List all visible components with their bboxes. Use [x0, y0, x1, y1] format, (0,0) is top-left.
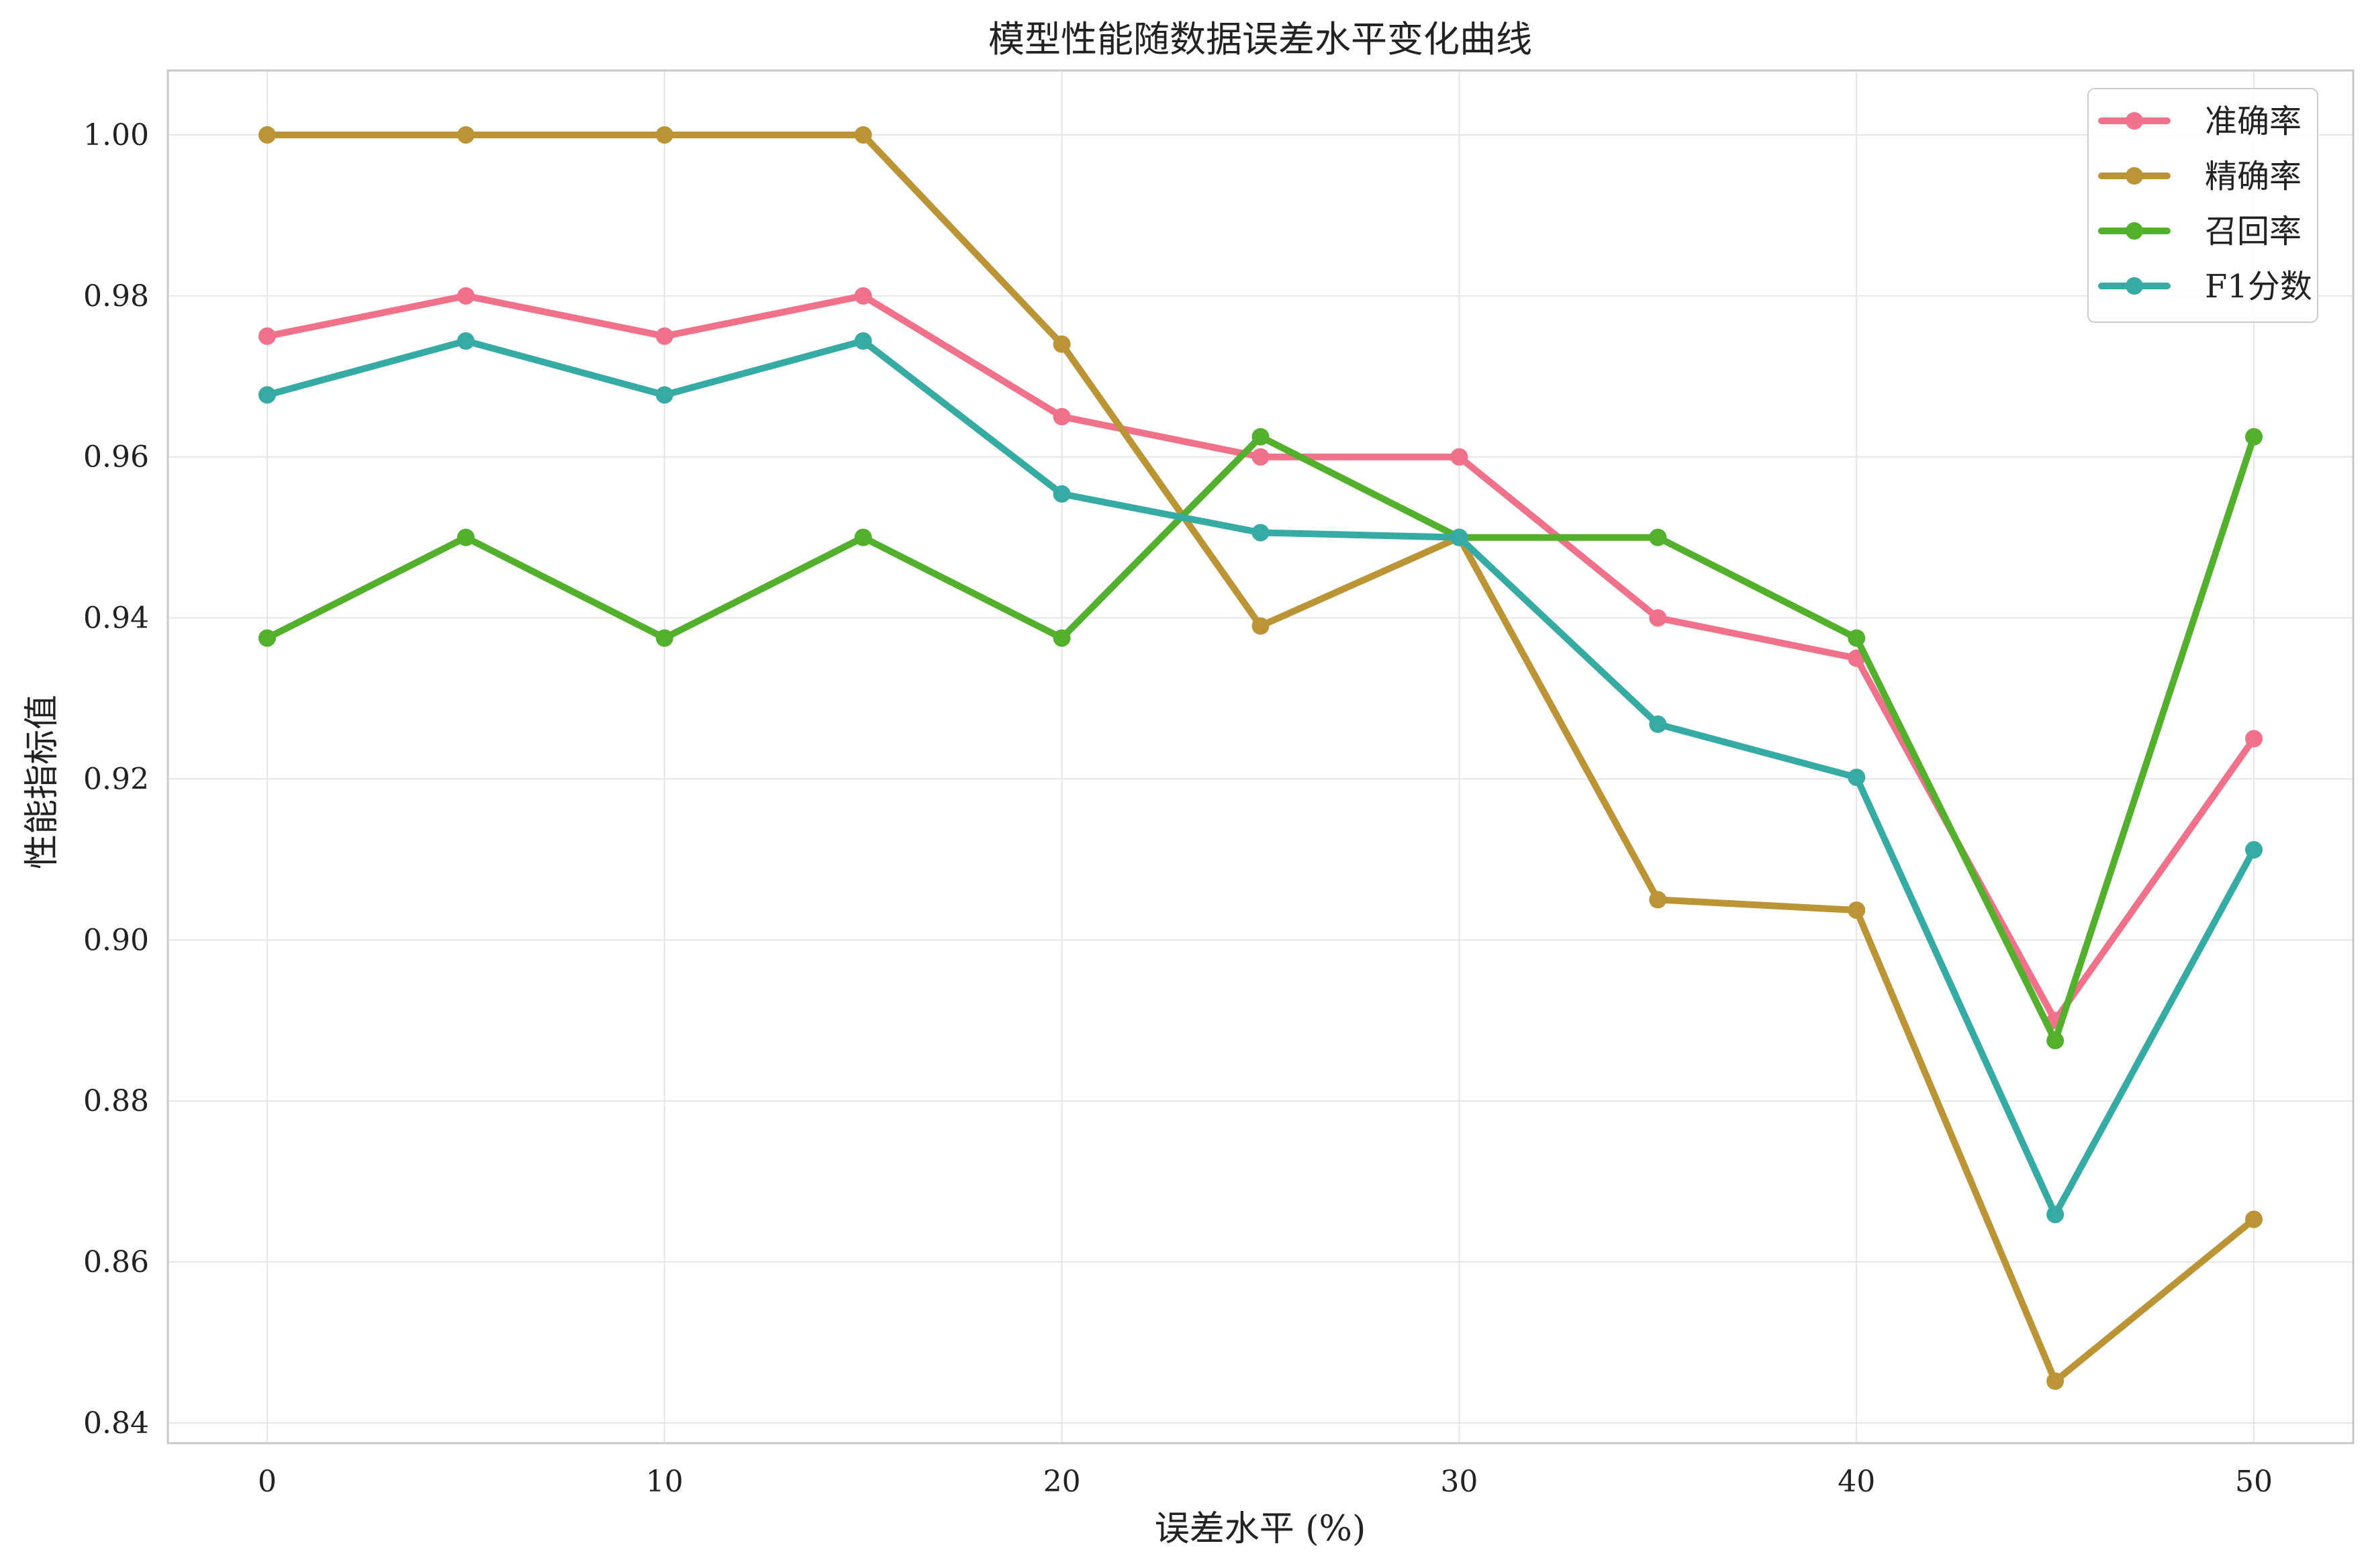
data-point: [2046, 1032, 2065, 1050]
data-point: [457, 528, 475, 546]
plot-frame: [167, 69, 2355, 1444]
y-tick-label: 0.94: [83, 601, 149, 636]
y-tick-label: 0.88: [83, 1084, 149, 1118]
legend-swatch-marker: [2126, 112, 2143, 130]
chart-title: 模型性能随数据误差水平变化曲线: [988, 18, 1532, 60]
data-point: [854, 126, 872, 144]
legend-label: 召回率: [2205, 213, 2302, 250]
series-4: [258, 332, 2263, 1224]
y-tick-label: 0.86: [83, 1245, 149, 1279]
data-point: [1251, 617, 1270, 635]
data-point: [1649, 528, 1667, 546]
data-point: [258, 629, 276, 647]
data-point: [1450, 528, 1468, 546]
data-point: [1251, 448, 1270, 466]
data-point: [457, 287, 475, 305]
y-tick-label: 0.96: [83, 440, 149, 475]
data-point: [655, 126, 673, 144]
data-point: [2245, 841, 2263, 859]
data-point: [2245, 730, 2263, 748]
legend-label: F1分数: [2205, 268, 2312, 305]
x-tick-label: 20: [1043, 1465, 1081, 1499]
data-point: [457, 126, 475, 144]
data-point: [1848, 901, 1866, 919]
legend-label: 准确率: [2205, 103, 2302, 140]
data-point: [1053, 335, 1071, 353]
data-point: [1649, 609, 1667, 627]
y-tick-label: 0.84: [83, 1406, 149, 1440]
legend-item: 精确率: [2098, 158, 2302, 195]
data-point: [2245, 428, 2263, 446]
x-axis-label: 误差水平 (%): [1155, 1509, 1366, 1549]
data-point: [854, 332, 872, 350]
data-point: [457, 332, 475, 350]
data-point: [655, 327, 673, 345]
x-tick-label: 10: [646, 1465, 683, 1499]
y-tick-label: 1.00: [83, 118, 149, 152]
legend-swatch-marker: [2126, 167, 2143, 185]
data-point: [1450, 448, 1468, 466]
data-point: [655, 386, 673, 404]
data-point: [854, 287, 872, 305]
data-point: [1649, 891, 1667, 909]
x-tick-label: 0: [258, 1465, 277, 1499]
series-3: [258, 428, 2263, 1050]
legend-item: 召回率: [2098, 213, 2302, 250]
data-point: [655, 629, 673, 647]
legend-item: 准确率: [2098, 103, 2302, 140]
ticks: 0.84 0.86 0.88 0.90 0.92 0.94 0.96 0.98 1.00 0 10 2…: [83, 118, 2273, 1499]
legend-label: 精确率: [2205, 158, 2302, 195]
y-axis-label: 性能指标值: [22, 695, 62, 869]
data-point: [1251, 428, 1270, 446]
y-tick-label: 0.98: [83, 279, 149, 313]
x-tick-label: 40: [1838, 1465, 1875, 1499]
x-tick-label: 50: [2235, 1465, 2273, 1499]
data-point: [1649, 715, 1667, 733]
legend-swatch-marker: [2126, 222, 2143, 240]
data-point: [258, 126, 276, 144]
y-tick-label: 0.90: [83, 923, 149, 957]
data-point: [1848, 629, 1866, 647]
data-point: [1053, 407, 1071, 426]
x-tick-label: 30: [1440, 1465, 1478, 1499]
data-point: [2046, 1206, 2065, 1224]
legend-box: [2087, 88, 2318, 323]
legend-swatch-marker: [2126, 277, 2143, 295]
data-point: [1848, 769, 1866, 787]
series-group: [258, 126, 2263, 1390]
data-point: [258, 386, 276, 404]
data-point: [258, 327, 276, 345]
data-point: [2245, 1210, 2263, 1228]
data-point: [854, 528, 872, 546]
legend-item: F1分数: [2098, 268, 2312, 305]
data-point: [1053, 485, 1071, 503]
data-point: [1053, 629, 1071, 647]
data-point: [2046, 1372, 2065, 1390]
data-point: [1251, 524, 1270, 542]
y-tick-label: 0.92: [83, 762, 149, 796]
